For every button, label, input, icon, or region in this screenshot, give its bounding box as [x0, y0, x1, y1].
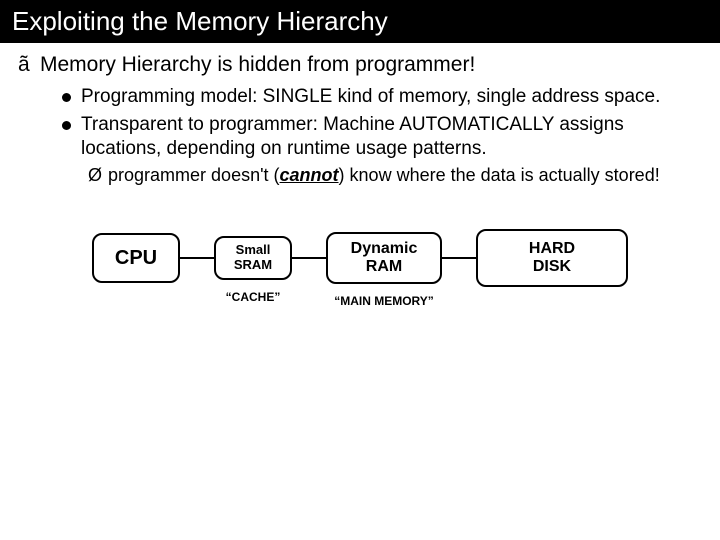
sram-box: Small SRAM: [214, 236, 292, 280]
dram-caption: “MAIN MEMORY”: [334, 294, 434, 310]
connector-line: [292, 257, 326, 259]
main-bullet-marker: ã: [18, 53, 40, 77]
arrow-marker-icon: Ø: [88, 164, 102, 187]
sram-line2: SRAM: [234, 258, 272, 272]
diagram-col-cpu: CPU: [92, 233, 180, 309]
dram-line2: RAM: [366, 258, 402, 276]
diagram-col-sram: Small SRAM “CACHE”: [214, 236, 292, 306]
sub-bullet-text: Programming model: SINGLE kind of memory…: [81, 85, 660, 109]
sub-bullet: Programming model: SINGLE kind of memory…: [62, 85, 702, 109]
sub-bullet-text: Transparent to programmer: Machine AUTOM…: [81, 113, 702, 161]
diagram-col-dram: Dynamic RAM “MAIN MEMORY”: [326, 232, 442, 310]
diagram-col-disk: HARD DISK: [476, 229, 628, 313]
bullet-dot-icon: [62, 93, 71, 102]
disk-box: HARD DISK: [476, 229, 628, 287]
cpu-box: CPU: [92, 233, 180, 283]
sram-caption: “CACHE”: [226, 290, 281, 306]
sub-bullet-list: Programming model: SINGLE kind of memory…: [62, 85, 702, 160]
dram-box: Dynamic RAM: [326, 232, 442, 284]
disk-line1: HARD: [529, 240, 575, 258]
cpu-label: CPU: [115, 247, 157, 269]
subsub-pre: programmer doesn't (: [108, 165, 280, 185]
subsub-emphasis: cannot: [280, 165, 339, 185]
subsub-text: programmer doesn't (cannot) know where t…: [108, 164, 660, 187]
connector-col: [292, 257, 326, 285]
slide-content: ãMemory Hierarchy is hidden from program…: [0, 43, 720, 321]
connector-line: [442, 257, 476, 259]
sub-bullet: Transparent to programmer: Machine AUTOM…: [62, 113, 702, 161]
sram-line1: Small: [236, 243, 271, 257]
main-bullet-text: Memory Hierarchy is hidden from programm…: [40, 53, 475, 76]
connector-col: [442, 257, 476, 285]
connector-line: [180, 257, 214, 259]
subsub-post: ) know where the data is actually stored…: [339, 165, 660, 185]
disk-line2: DISK: [533, 258, 571, 276]
memory-hierarchy-diagram: CPU Small SRAM “CACHE” Dynamic RAM “MAIN…: [18, 229, 702, 313]
slide-title: Exploiting the Memory Hierarchy: [0, 0, 720, 43]
main-bullet: ãMemory Hierarchy is hidden from program…: [18, 53, 702, 77]
subsub-bullet: Ø programmer doesn't (cannot) know where…: [88, 164, 702, 187]
connector-col: [180, 257, 214, 285]
subsub-bullet-list: Ø programmer doesn't (cannot) know where…: [88, 164, 702, 187]
dram-line1: Dynamic: [351, 240, 418, 258]
bullet-dot-icon: [62, 121, 71, 130]
